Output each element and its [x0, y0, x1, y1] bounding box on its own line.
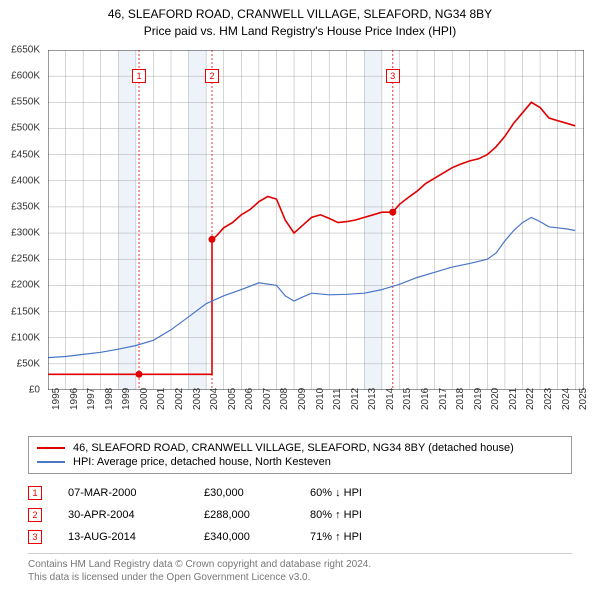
event-price: £30,000	[204, 487, 284, 499]
x-tick-label: 2024	[561, 388, 572, 410]
x-tick-label: 2016	[420, 388, 431, 410]
x-tick-label: 2003	[192, 388, 203, 410]
x-tick-label: 2022	[525, 388, 536, 410]
y-tick-label: £300K	[11, 228, 40, 239]
footer-line-1: Contains HM Land Registry data © Crown c…	[28, 558, 572, 571]
x-tick-label: 2009	[297, 388, 308, 410]
legend-swatch	[37, 447, 65, 449]
event-date: 13-AUG-2014	[68, 531, 178, 543]
plot-area: 1 2 3	[48, 50, 584, 390]
x-tick-label: 2021	[508, 388, 519, 410]
legend-swatch	[37, 461, 65, 463]
x-tick-label: 2005	[227, 388, 238, 410]
x-tick-label: 2001	[156, 388, 167, 410]
chart-container: 46, SLEAFORD ROAD, CRANWELL VILLAGE, SLE…	[0, 0, 600, 590]
legend-label: 46, SLEAFORD ROAD, CRANWELL VILLAGE, SLE…	[73, 442, 514, 454]
x-tick-label: 2014	[385, 388, 396, 410]
sale-marker-3: 3	[386, 69, 400, 83]
x-tick-label: 1995	[51, 388, 62, 410]
x-tick-label: 2000	[139, 388, 150, 410]
x-tick-label: 2008	[279, 388, 290, 410]
event-delta: 80% ↑ HPI	[310, 509, 362, 521]
y-tick-label: £650K	[11, 45, 40, 56]
event-delta: 71% ↑ HPI	[310, 531, 362, 543]
event-row: 2 30-APR-2004 £288,000 80% ↑ HPI	[28, 504, 572, 526]
x-tick-label: 2004	[209, 388, 220, 410]
event-price: £340,000	[204, 531, 284, 543]
y-tick-label: £0	[29, 385, 40, 396]
chart-svg	[48, 50, 584, 390]
x-tick-label: 2015	[402, 388, 413, 410]
title-line-1: 46, SLEAFORD ROAD, CRANWELL VILLAGE, SLE…	[0, 6, 600, 23]
x-tick-label: 2025	[578, 388, 589, 410]
y-tick-label: £250K	[11, 254, 40, 265]
y-tick-label: £100K	[11, 332, 40, 343]
legend-row: HPI: Average price, detached house, Nort…	[37, 455, 563, 469]
event-table: 1 07-MAR-2000 £30,000 60% ↓ HPI 2 30-APR…	[28, 482, 572, 548]
title-line-2: Price paid vs. HM Land Registry's House …	[0, 23, 600, 40]
footer-line-2: This data is licensed under the Open Gov…	[28, 571, 572, 584]
y-tick-label: £600K	[11, 71, 40, 82]
y-tick-label: £450K	[11, 149, 40, 160]
event-marker: 3	[28, 530, 42, 544]
y-tick-label: £50K	[17, 358, 40, 369]
event-date: 07-MAR-2000	[68, 487, 178, 499]
sale-marker-1: 1	[132, 69, 146, 83]
x-tick-label: 1999	[121, 388, 132, 410]
x-axis-labels: 1995199619971998199920002001200220032004…	[48, 394, 584, 430]
x-tick-label: 2020	[490, 388, 501, 410]
x-tick-label: 1996	[69, 388, 80, 410]
legend-label: HPI: Average price, detached house, Nort…	[73, 456, 331, 468]
y-tick-label: £150K	[11, 306, 40, 317]
y-tick-label: £500K	[11, 123, 40, 134]
x-tick-label: 2023	[543, 388, 554, 410]
y-axis-labels: £0£50K£100K£150K£200K£250K£300K£350K£400…	[0, 50, 44, 390]
y-tick-label: £400K	[11, 175, 40, 186]
event-row: 3 13-AUG-2014 £340,000 71% ↑ HPI	[28, 526, 572, 548]
x-tick-label: 2011	[332, 388, 343, 410]
y-tick-label: £350K	[11, 201, 40, 212]
event-marker: 1	[28, 486, 42, 500]
x-tick-label: 2007	[262, 388, 273, 410]
legend-row: 46, SLEAFORD ROAD, CRANWELL VILLAGE, SLE…	[37, 441, 563, 455]
y-tick-label: £200K	[11, 280, 40, 291]
x-tick-label: 1998	[104, 388, 115, 410]
legend: 46, SLEAFORD ROAD, CRANWELL VILLAGE, SLE…	[28, 436, 572, 474]
x-tick-label: 2012	[350, 388, 361, 410]
event-price: £288,000	[204, 509, 284, 521]
x-tick-label: 2018	[455, 388, 466, 410]
x-tick-label: 2010	[315, 388, 326, 410]
x-tick-label: 2002	[174, 388, 185, 410]
x-tick-label: 2006	[244, 388, 255, 410]
x-tick-label: 2017	[438, 388, 449, 410]
footer: Contains HM Land Registry data © Crown c…	[28, 553, 572, 584]
event-row: 1 07-MAR-2000 £30,000 60% ↓ HPI	[28, 482, 572, 504]
x-tick-label: 2019	[473, 388, 484, 410]
chart-title: 46, SLEAFORD ROAD, CRANWELL VILLAGE, SLE…	[0, 0, 600, 40]
event-delta: 60% ↓ HPI	[310, 487, 362, 499]
sale-marker-2: 2	[205, 69, 219, 83]
y-tick-label: £550K	[11, 97, 40, 108]
event-date: 30-APR-2004	[68, 509, 178, 521]
event-marker: 2	[28, 508, 42, 522]
x-tick-label: 1997	[86, 388, 97, 410]
x-tick-label: 2013	[367, 388, 378, 410]
